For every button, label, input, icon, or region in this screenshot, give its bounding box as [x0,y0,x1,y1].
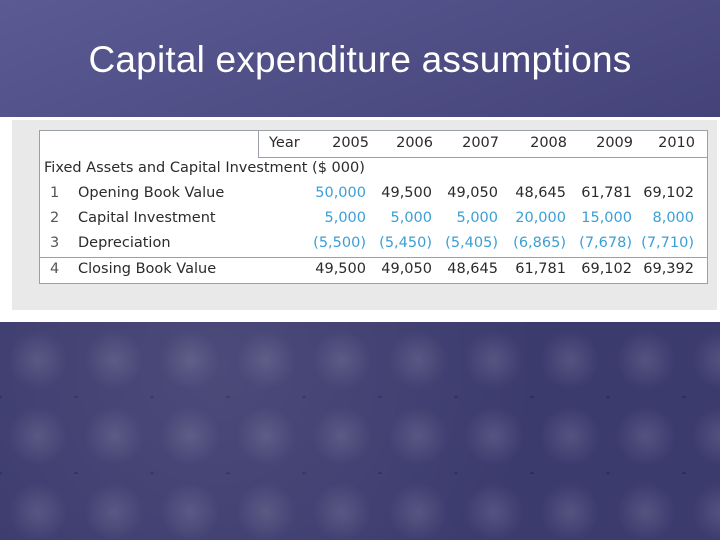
row-label: Capital Investment [78,210,216,226]
row-number: 4 [50,261,60,277]
table-cell: (5,450) [379,235,432,251]
row-number: 3 [50,235,60,251]
year-col-header: 2009 [596,135,633,151]
year-col-header: 2008 [530,135,567,151]
table-cell: (5,500) [313,235,366,251]
year-col-header: 2005 [332,135,369,151]
table-row: 4 Closing Book Value 49,500 49,050 48,64… [40,258,707,283]
year-header-row: Year 2005 2006 2007 2008 2009 2010 [258,131,707,158]
row-label: Opening Book Value [78,185,225,201]
table-cell: 20,000 [515,210,566,226]
table-cell: 48,645 [447,261,498,277]
year-label: Year [269,135,300,151]
table-cell: (7,678) [579,235,632,251]
table-background: Year 2005 2006 2007 2008 2009 2010 Fixed… [12,120,717,310]
table-cell: 48,645 [515,185,566,201]
row-number: 2 [50,210,60,226]
table-cell: 49,050 [381,261,432,277]
table-row: 2 Capital Investment 5,000 5,000 5,000 2… [40,207,707,232]
table-cell: (7,710) [641,235,694,251]
table-cell: 49,500 [381,185,432,201]
table-cell: (6,865) [513,235,566,251]
table-cell: 69,102 [581,261,632,277]
year-col-header: 2007 [462,135,499,151]
capex-table: Year 2005 2006 2007 2008 2009 2010 Fixed… [39,130,708,284]
table-cell: 5,000 [390,210,432,226]
table-cell: 50,000 [315,185,366,201]
table-cell: 15,000 [581,210,632,226]
table-cell: 49,500 [315,261,366,277]
row-label: Depreciation [78,235,171,251]
table-cell: 8,000 [652,210,694,226]
table-row: 3 Depreciation (5,500) (5,450) (5,405) (… [40,232,707,257]
row-number: 1 [50,185,60,201]
table-row: 1 Opening Book Value 50,000 49,500 49,05… [40,182,707,207]
table-cell: 69,102 [643,185,694,201]
year-col-header: 2010 [658,135,695,151]
total-divider [40,257,707,258]
table-section-header: Fixed Assets and Capital Investment ($ 0… [44,160,365,176]
table-cell: 5,000 [324,210,366,226]
table-panel: Year 2005 2006 2007 2008 2009 2010 Fixed… [0,117,720,324]
tiled-floor-background [0,322,720,540]
table-cell: 61,781 [581,185,632,201]
table-cell: (5,405) [445,235,498,251]
table-cell: 5,000 [456,210,498,226]
table-cell: 69,392 [643,261,694,277]
table-cell: 61,781 [515,261,566,277]
year-col-header: 2006 [396,135,433,151]
row-label: Closing Book Value [78,261,217,277]
table-cell: 49,050 [447,185,498,201]
slide-title: Capital expenditure assumptions [88,39,632,80]
